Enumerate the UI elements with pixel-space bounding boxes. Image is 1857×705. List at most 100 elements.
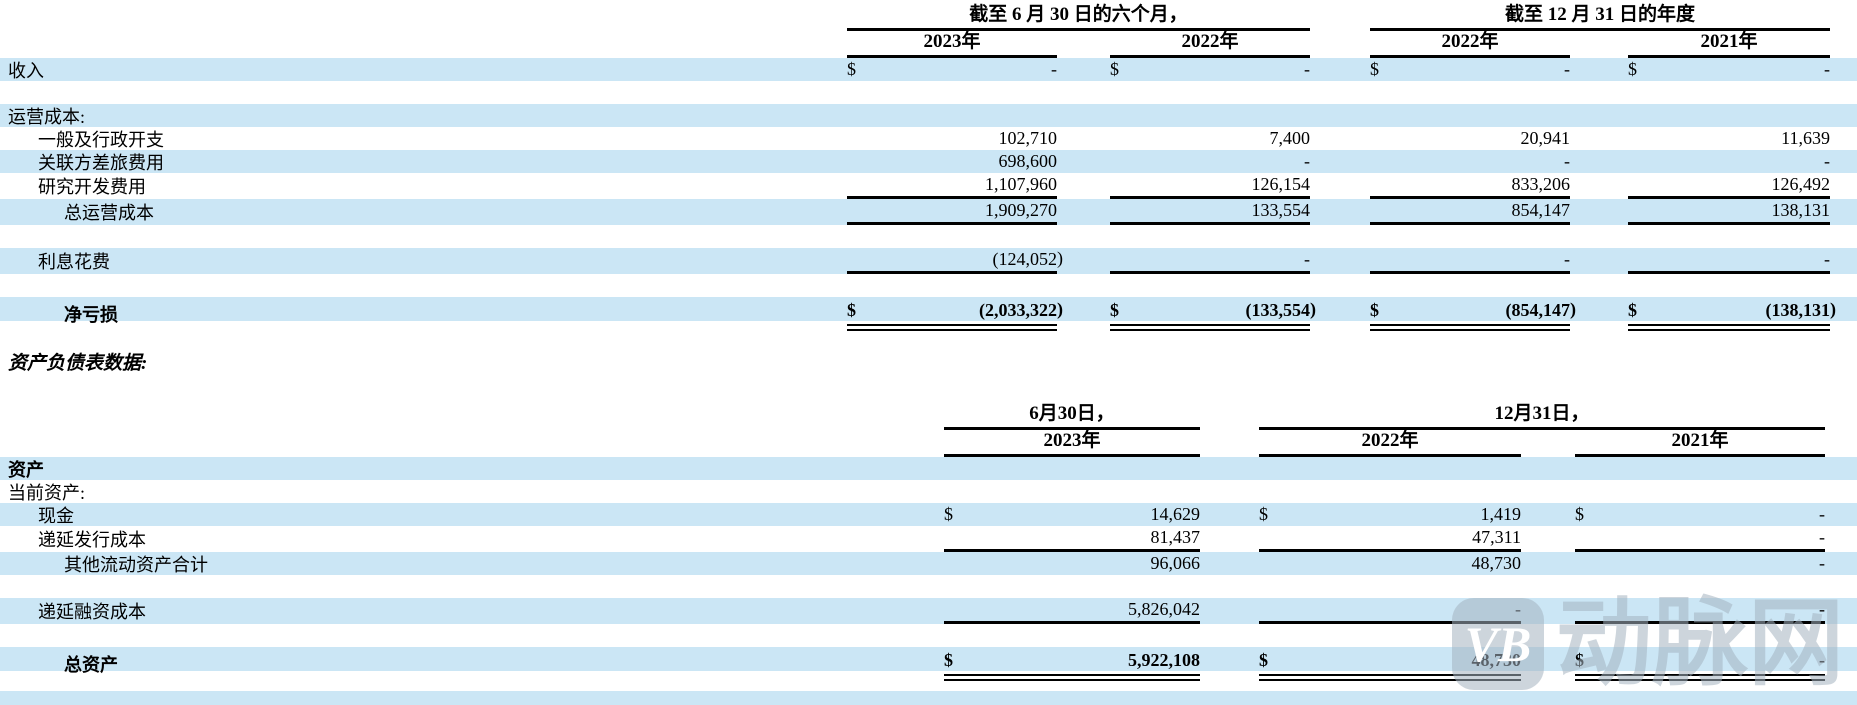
amount-cell: $5,922,108 bbox=[944, 647, 1200, 681]
amount-cell: 102,710 bbox=[847, 127, 1058, 150]
table-row: 总运营成本 1,909,270 133,554 854,147 138,131 bbox=[0, 199, 1857, 225]
column-header: 2021年 bbox=[1628, 31, 1830, 58]
amount-value: 7,400 bbox=[1269, 128, 1311, 148]
currency-symbol: $ bbox=[1628, 59, 1637, 79]
amount-cell: 7,400 bbox=[1110, 127, 1311, 150]
column-group-header-june30: 6月30日， bbox=[944, 401, 1200, 430]
row-label: 关联方差旅费用 bbox=[38, 152, 164, 173]
amount-cell: - bbox=[1370, 150, 1570, 173]
amount-value: 81,437 bbox=[1150, 527, 1201, 547]
amount-cell: 833,206 bbox=[1370, 173, 1570, 199]
row-label: 运营成本: bbox=[8, 106, 86, 127]
currency-symbol: $ bbox=[1370, 59, 1379, 79]
currency-symbol: $ bbox=[1628, 300, 1637, 320]
amount-cell: $ (2,033,322) bbox=[847, 297, 1063, 331]
amount-cell: - bbox=[1628, 150, 1830, 173]
row-label: 研究开发费用 bbox=[38, 177, 146, 197]
row-label: 总运营成本 bbox=[64, 203, 154, 223]
table-row: 资产 bbox=[0, 457, 1857, 480]
amount-value: - bbox=[1819, 650, 1825, 670]
currency-symbol: $ bbox=[944, 650, 953, 670]
column-header-label: 2022年 bbox=[1181, 31, 1239, 52]
amount-cell: 126,492 bbox=[1628, 173, 1830, 199]
table-row: 利息花费 (124,052) - - - bbox=[0, 248, 1857, 274]
amount-value: - bbox=[1564, 151, 1570, 171]
currency-symbol: $ bbox=[1110, 59, 1119, 79]
amount-value: 126,154 bbox=[1251, 174, 1311, 194]
currency-symbol: $ bbox=[1259, 650, 1268, 670]
spacer-row bbox=[0, 624, 1857, 647]
row-label: 收入 bbox=[8, 60, 44, 81]
table-row: 收入 $ - $ - $ - $ - bbox=[0, 58, 1857, 81]
amount-cell: - bbox=[1110, 248, 1310, 274]
column-header: 2023年 bbox=[847, 31, 1057, 58]
amount-value: (133,554) bbox=[1245, 299, 1317, 320]
amount-cell: 854,147 bbox=[1370, 199, 1570, 225]
amount-cell: 1,909,270 bbox=[847, 199, 1057, 225]
group-header-label: 12月31日， bbox=[1494, 403, 1590, 424]
balance-sheet-table: 6月30日， 12月31日， 2023年 2022年 2021年 资产 当前资产:… bbox=[0, 401, 1857, 681]
amount-cell: - bbox=[1370, 248, 1570, 274]
amount-value: - bbox=[1819, 599, 1825, 619]
amount-value: - bbox=[1564, 59, 1570, 79]
column-header-label: 2021年 bbox=[1700, 31, 1758, 52]
amount-value: 698,600 bbox=[998, 151, 1058, 171]
amount-value: - bbox=[1824, 249, 1830, 269]
amount-cell: $ - bbox=[1110, 58, 1310, 81]
amount-value: 102,710 bbox=[998, 128, 1058, 148]
amount-value: 1,107,960 bbox=[985, 174, 1057, 194]
table-row: 关联方差旅费用 698,600 - - - bbox=[0, 150, 1857, 173]
amount-value: 5,826,042 bbox=[1128, 599, 1200, 619]
amount-value: - bbox=[1564, 249, 1570, 269]
row-label: 一般及行政开支 bbox=[38, 129, 164, 150]
amount-value: - bbox=[1515, 599, 1521, 619]
column-header: 2022年 bbox=[1259, 430, 1521, 457]
amount-value: 133,554 bbox=[1251, 200, 1311, 220]
amount-cell: 11,639 bbox=[1628, 127, 1830, 150]
amount-value: - bbox=[1824, 151, 1830, 171]
column-header: 2022年 bbox=[1110, 31, 1310, 58]
amount-value: - bbox=[1304, 151, 1310, 171]
table-row: 一般及行政开支 102,710 7,400 20,941 11,639 bbox=[0, 127, 1857, 150]
amount-cell: 47,311 bbox=[1259, 526, 1521, 552]
column-group-header-six-months: 截至 6 月 30 日的六个月， bbox=[847, 2, 1310, 31]
year-header-row: 2023年 2022年 2022年 2021年 bbox=[0, 31, 1857, 58]
amount-cell: $ - bbox=[847, 58, 1057, 81]
row-label: 当前资产: bbox=[8, 482, 86, 503]
amount-cell: $ (854,147) bbox=[1370, 297, 1576, 331]
row-label: 净亏损 bbox=[64, 305, 118, 325]
amount-cell: - bbox=[1110, 150, 1310, 173]
amount-value: 47,311 bbox=[1472, 527, 1521, 547]
amount-value: (138,131) bbox=[1765, 299, 1837, 320]
row-label: 现金 bbox=[38, 505, 74, 526]
amount-value: 11,639 bbox=[1781, 128, 1830, 148]
amount-cell: $ - bbox=[1575, 503, 1825, 526]
amount-value: - bbox=[1304, 249, 1310, 269]
currency-symbol: $ bbox=[944, 504, 953, 524]
amount-cell: - bbox=[1575, 598, 1825, 624]
balance-sheet-table-body: 资产 当前资产: 现金 $14,629 $1,419 $ - 递延发行成本 81,437 47,3… bbox=[0, 457, 1857, 681]
group-header-label: 截至 6 月 30 日的六个月， bbox=[969, 4, 1188, 25]
table-row: 总资产 $5,922,108 $48,730 $ - bbox=[0, 647, 1857, 681]
column-header-label: 2021年 bbox=[1671, 430, 1729, 451]
amount-cell: $1,419 bbox=[1259, 503, 1521, 526]
column-header: 2023年 bbox=[944, 430, 1200, 457]
amount-cell: 48,730 bbox=[1259, 552, 1522, 575]
amount-value: 48,730 bbox=[1471, 650, 1522, 670]
table-row: 当前资产: bbox=[0, 480, 1857, 503]
currency-symbol: $ bbox=[1370, 300, 1379, 320]
amount-value: 1,419 bbox=[1480, 504, 1522, 524]
column-header: 2021年 bbox=[1575, 430, 1825, 457]
amount-cell: 96,066 bbox=[944, 552, 1201, 575]
amount-value: - bbox=[1304, 59, 1310, 79]
amount-value: (2,033,322) bbox=[979, 299, 1063, 320]
spacer-row bbox=[0, 81, 1857, 104]
amount-cell: 1,107,960 bbox=[847, 173, 1057, 199]
row-label: 其他流动资产合计 bbox=[64, 554, 208, 575]
column-group-header-dec31: 12月31日， bbox=[1259, 401, 1825, 430]
table-row: 净亏损 $ (2,033,322) $ (133,554) $ (854,147) $ (138… bbox=[0, 297, 1857, 331]
table-row: 运营成本: bbox=[0, 104, 1857, 127]
amount-value: 20,941 bbox=[1520, 128, 1571, 148]
amount-value: - bbox=[1819, 553, 1825, 573]
amount-cell: 698,600 bbox=[847, 150, 1058, 173]
